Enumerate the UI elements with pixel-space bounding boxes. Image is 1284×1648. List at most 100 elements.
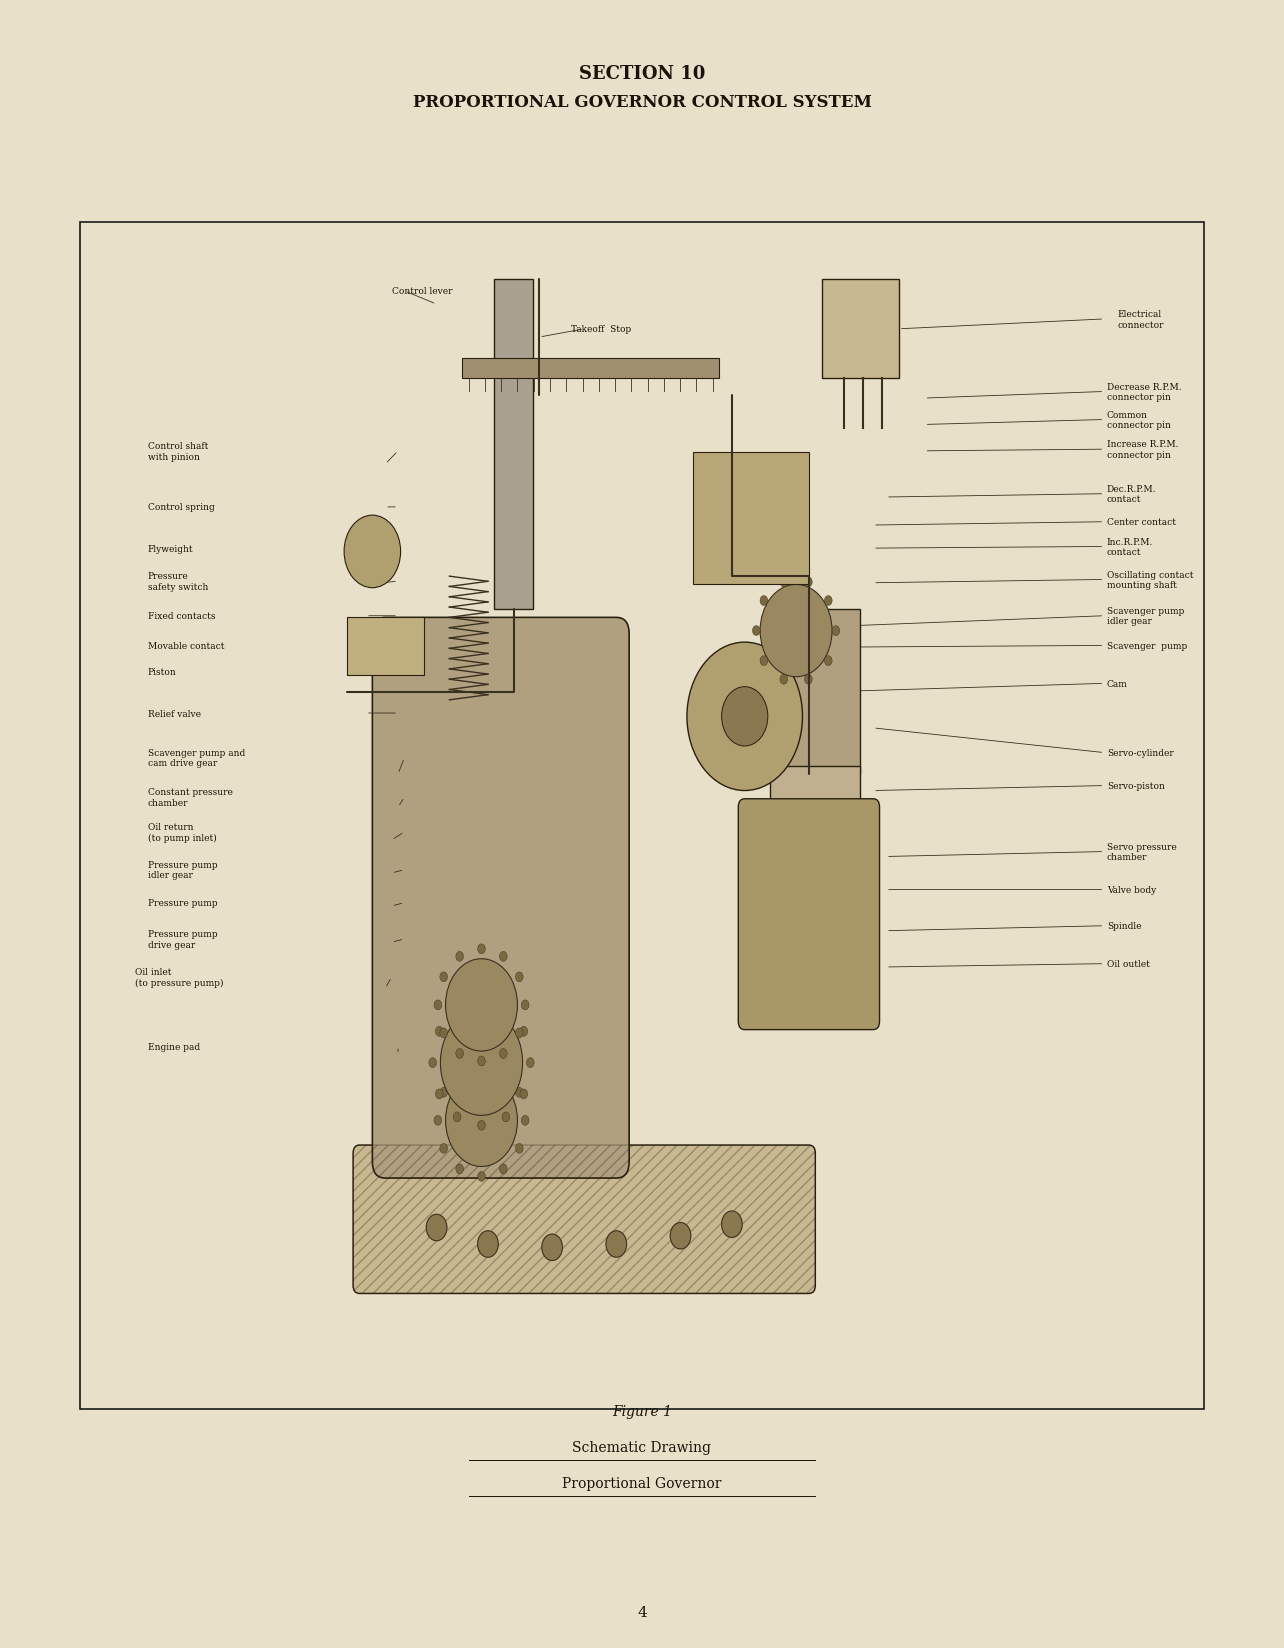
Bar [693, 453, 809, 585]
Circle shape [478, 995, 485, 1005]
Circle shape [515, 972, 523, 982]
Text: Rack: Rack [539, 361, 562, 371]
Circle shape [344, 516, 401, 588]
Circle shape [542, 1234, 562, 1261]
Circle shape [520, 1089, 528, 1099]
Text: Control lever: Control lever [392, 287, 452, 297]
Circle shape [456, 1048, 464, 1058]
Text: Proportional Governor: Proportional Governor [562, 1477, 722, 1490]
Circle shape [526, 1058, 534, 1068]
Circle shape [434, 1116, 442, 1126]
Text: Schematic Drawing: Schematic Drawing [573, 1440, 711, 1454]
Text: Scavenger  pump: Scavenger pump [1107, 641, 1186, 651]
Circle shape [440, 1088, 448, 1098]
Text: Center contact: Center contact [1107, 517, 1176, 527]
Circle shape [760, 597, 768, 606]
Bar [770, 610, 860, 775]
Text: SECTION 10: SECTION 10 [579, 66, 705, 82]
Bar [822, 280, 899, 379]
Text: Oil inlet
(to pressure pump): Oil inlet (to pressure pump) [135, 967, 223, 987]
Text: Inc.R.P.M.
contact: Inc.R.P.M. contact [1107, 537, 1153, 557]
Circle shape [478, 1060, 485, 1070]
Text: Pressure pump: Pressure pump [148, 898, 217, 908]
Text: Servo pressure
chamber: Servo pressure chamber [1107, 842, 1176, 862]
Text: Figure 1: Figure 1 [612, 1404, 672, 1417]
Circle shape [521, 1116, 529, 1126]
Circle shape [502, 1004, 510, 1014]
Text: Oscillating contact
mounting shaft: Oscillating contact mounting shaft [1107, 570, 1193, 590]
Text: Servo-cylinder: Servo-cylinder [1107, 748, 1174, 758]
Circle shape [521, 1000, 529, 1010]
Circle shape [779, 674, 787, 684]
Text: Pressure pump
drive gear: Pressure pump drive gear [148, 929, 217, 949]
Circle shape [499, 953, 507, 962]
Circle shape [824, 597, 832, 606]
Circle shape [456, 953, 464, 962]
Circle shape [722, 687, 768, 747]
Circle shape [752, 626, 760, 636]
Circle shape [446, 1074, 517, 1167]
Text: Movable contact: Movable contact [148, 641, 225, 651]
Bar [494, 280, 533, 610]
Text: Pressure pump
idler gear: Pressure pump idler gear [148, 860, 217, 880]
Circle shape [502, 1112, 510, 1122]
Text: Constant pressure
chamber: Constant pressure chamber [148, 788, 232, 808]
Circle shape [453, 1004, 461, 1014]
Text: 4: 4 [637, 1605, 647, 1618]
Circle shape [670, 1223, 691, 1249]
Text: Electrical
connector: Electrical connector [1117, 310, 1163, 330]
Bar [462, 359, 719, 379]
Circle shape [440, 1010, 523, 1116]
Circle shape [515, 1028, 523, 1038]
Circle shape [520, 1027, 528, 1037]
Circle shape [478, 1231, 498, 1257]
Circle shape [515, 1144, 523, 1154]
Circle shape [478, 1056, 485, 1066]
Circle shape [687, 643, 802, 791]
Circle shape [440, 1028, 448, 1038]
Bar [80, 222, 1204, 1409]
Circle shape [434, 1000, 442, 1010]
Circle shape [435, 1027, 443, 1037]
Text: Takeoff  Stop: Takeoff Stop [571, 325, 632, 335]
Text: Spindle: Spindle [1107, 921, 1141, 931]
Text: Oil outlet: Oil outlet [1107, 959, 1149, 969]
Text: Control shaft
with pinion: Control shaft with pinion [148, 442, 208, 461]
Circle shape [478, 1172, 485, 1182]
Circle shape [779, 578, 787, 588]
Circle shape [456, 1068, 464, 1078]
Circle shape [832, 626, 840, 636]
Circle shape [805, 578, 813, 588]
Text: Servo-piston: Servo-piston [1107, 781, 1165, 791]
Bar [770, 766, 860, 808]
Text: Flyweight: Flyweight [148, 544, 194, 554]
Text: Pressure
safety switch: Pressure safety switch [148, 572, 208, 592]
Circle shape [760, 585, 832, 677]
Text: Cam: Cam [1107, 679, 1127, 689]
Circle shape [435, 1089, 443, 1099]
Text: Dec.R.P.M.
contact: Dec.R.P.M. contact [1107, 485, 1157, 504]
FancyBboxPatch shape [372, 618, 629, 1178]
Text: Engine pad: Engine pad [148, 1042, 200, 1051]
FancyBboxPatch shape [738, 799, 880, 1030]
Text: Control spring: Control spring [148, 503, 214, 513]
Bar [347, 618, 424, 676]
Circle shape [805, 674, 813, 684]
Circle shape [606, 1231, 627, 1257]
Text: Relief valve: Relief valve [148, 709, 200, 719]
Circle shape [499, 1048, 507, 1058]
Text: Scavenger pump and
cam drive gear: Scavenger pump and cam drive gear [148, 748, 245, 768]
Text: Piston: Piston [148, 667, 176, 677]
Circle shape [478, 944, 485, 954]
Circle shape [515, 1088, 523, 1098]
Circle shape [722, 1211, 742, 1238]
Text: Valve body: Valve body [1107, 885, 1156, 895]
Text: Fixed contacts: Fixed contacts [148, 611, 216, 621]
Circle shape [453, 1112, 461, 1122]
Circle shape [478, 1121, 485, 1131]
Circle shape [440, 1144, 448, 1154]
Circle shape [499, 1068, 507, 1078]
Circle shape [426, 1215, 447, 1241]
Circle shape [456, 1163, 464, 1173]
FancyBboxPatch shape [353, 1145, 815, 1294]
